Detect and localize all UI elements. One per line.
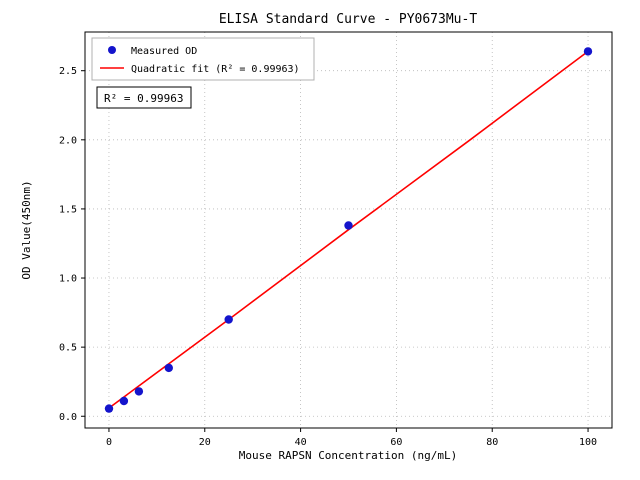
measured-od-point <box>164 363 173 373</box>
measured-od-point <box>134 387 144 396</box>
plot-border <box>84 31 613 429</box>
x-tick-label: 60 <box>390 437 402 448</box>
r-squared-annotation-text: R² = 0.99963 <box>104 92 183 105</box>
legend-box <box>91 37 315 81</box>
legend: Measured OD Quadratic fit (R² = 0.99963) <box>91 37 315 81</box>
x-tick-label: 100 <box>579 437 597 448</box>
y-tick-label: 0.5 <box>59 343 77 354</box>
x-axis-label: Mouse RAPSN Concentration (ng/mL) <box>239 449 458 462</box>
y-tick-label: 2.5 <box>59 66 77 77</box>
y-axis-label: OD Value(450nm) <box>20 180 33 279</box>
measured-od-point <box>583 47 593 56</box>
r-squared-annotation-box <box>96 86 192 109</box>
x-tick-label: 0 <box>106 437 112 448</box>
x-tick-label: 80 <box>486 437 498 448</box>
x-axis-ticks: 0 20 40 60 80 100 <box>106 428 597 448</box>
y-tick-label: 2.0 <box>59 135 77 146</box>
measured-od-point <box>344 221 353 230</box>
y-tick-label: 1.5 <box>59 204 77 215</box>
chart-title: ELISA Standard Curve - PY0673Mu-T <box>219 12 477 27</box>
measured-od-point <box>224 315 233 324</box>
y-tick-label: 0.0 <box>59 412 77 423</box>
legend-label-quadratic-fit: Quadratic fit (R² = 0.99963) <box>131 64 300 75</box>
legend-marker-measured-od <box>108 46 116 54</box>
measured-od-point <box>104 404 114 413</box>
y-axis-ticks: 0.0 0.5 1.0 1.5 2.0 2.5 <box>59 66 85 423</box>
legend-label-measured-od: Measured OD <box>131 46 197 57</box>
measured-od-point <box>119 396 129 406</box>
x-tick-label: 40 <box>295 437 307 448</box>
r-squared-annotation: R² = 0.99963 <box>96 86 192 109</box>
measured-od-points <box>104 47 593 413</box>
y-tick-label: 1.0 <box>59 274 77 285</box>
x-tick-label: 20 <box>199 437 211 448</box>
